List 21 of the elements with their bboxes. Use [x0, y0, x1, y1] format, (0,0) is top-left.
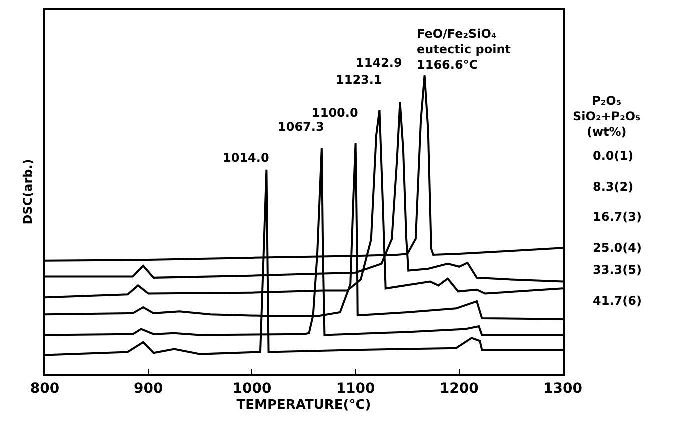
x-tick-label: 900	[134, 380, 164, 397]
x-axis-title: TEMPERATURE(°C)	[236, 398, 372, 413]
text: 0.0(1)	[593, 149, 634, 163]
x-tick-label: 1300	[544, 380, 583, 397]
y-axis-title: DSC(arb.)	[20, 159, 35, 225]
annotation: 1067.3	[278, 120, 324, 134]
x-tick-label: 1200	[440, 380, 480, 397]
annotation: 1014.0	[223, 151, 270, 165]
text: 8.3(2)	[593, 180, 634, 194]
x-tick-label: 1000	[232, 380, 272, 397]
text: 41.7(6)	[593, 294, 642, 308]
annotation: FeO/Fe₂SiO₄ eutectic point 1166.6°C	[417, 27, 512, 72]
legend-title: P₂O₅ SiO₂+P₂O₅ (wt%)	[573, 94, 641, 140]
x-tick-label: 800	[30, 380, 60, 397]
x-tick-label: 1100	[336, 380, 376, 397]
text: 16.7(3)	[593, 210, 642, 224]
text: 25.0(4)	[593, 241, 642, 255]
annotation: 1123.1	[336, 73, 382, 87]
annotation: 1100.0	[312, 106, 358, 120]
annotation: 1142.9	[356, 56, 402, 70]
text: 33.3(5)	[593, 263, 642, 277]
